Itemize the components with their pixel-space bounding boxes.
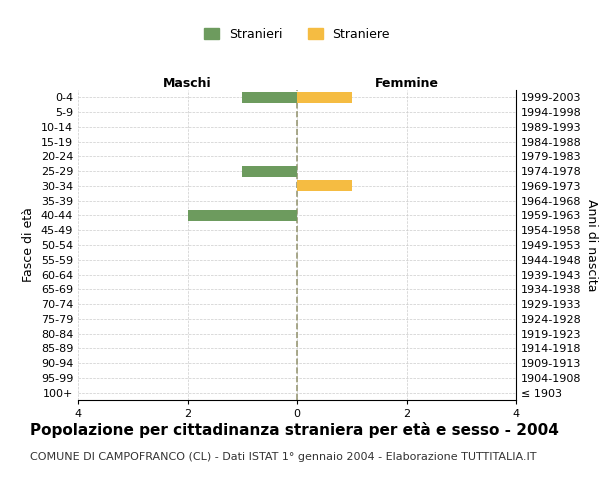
- Legend: Stranieri, Straniere: Stranieri, Straniere: [204, 28, 390, 41]
- Bar: [297, 92, 352, 103]
- Text: COMUNE DI CAMPOFRANCO (CL) - Dati ISTAT 1° gennaio 2004 - Elaborazione TUTTITALI: COMUNE DI CAMPOFRANCO (CL) - Dati ISTAT …: [30, 452, 536, 462]
- Y-axis label: Fasce di età: Fasce di età: [22, 208, 35, 282]
- Text: Popolazione per cittadinanza straniera per età e sesso - 2004: Popolazione per cittadinanza straniera p…: [30, 422, 559, 438]
- Text: Maschi: Maschi: [163, 77, 212, 90]
- Bar: [187, 210, 297, 221]
- Y-axis label: Anni di nascita: Anni di nascita: [585, 198, 598, 291]
- Text: Femmine: Femmine: [374, 77, 439, 90]
- Bar: [297, 180, 352, 192]
- Bar: [242, 166, 297, 176]
- Bar: [242, 92, 297, 103]
